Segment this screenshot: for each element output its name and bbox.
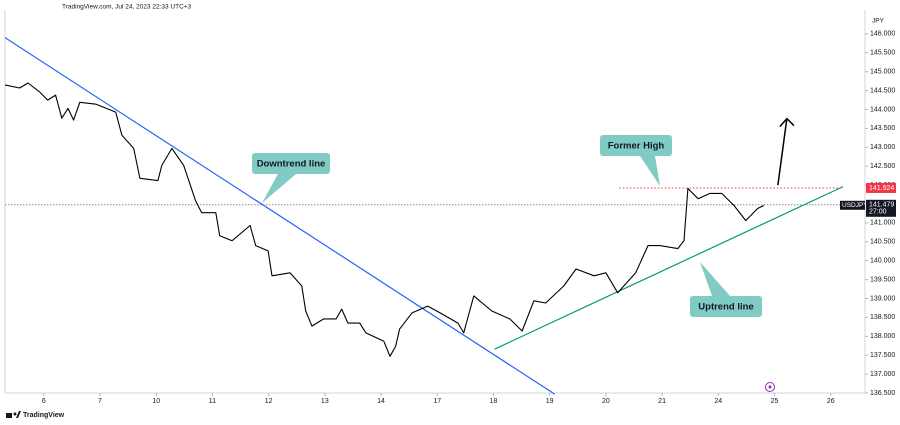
- x-tick-label: 11: [209, 398, 216, 405]
- y-tick-label: 143.000: [870, 144, 895, 151]
- y-tick-label: 136.500: [870, 390, 895, 397]
- header: TradingView.com, Jul 24, 2023 22:33 UTC+…: [62, 4, 192, 11]
- former-high-label: 141.924: [869, 185, 894, 192]
- currency: JPY: [872, 18, 885, 25]
- callout-pointer: [262, 174, 296, 203]
- callout-box: [252, 153, 330, 174]
- symbol-label: USDJPY: [842, 202, 868, 209]
- x-tick-label: 20: [602, 398, 610, 405]
- x-tick-label: 13: [321, 398, 329, 405]
- callout: Former High: [600, 135, 672, 186]
- callout-text: Downtrend line: [257, 159, 326, 170]
- x-tick-label: 21: [658, 398, 666, 405]
- y-tick-label: 140.000: [870, 258, 895, 265]
- brand: TradingView: [23, 412, 65, 419]
- trend-line: [494, 186, 844, 350]
- event-icon: [765, 382, 775, 392]
- y-tick-label: 143.500: [870, 125, 895, 132]
- x-tick-label: 10: [152, 398, 160, 405]
- arrow-shaft: [777, 118, 788, 186]
- arrow-head: [779, 117, 795, 128]
- callout-pointer: [700, 262, 730, 296]
- y-tick-label: 145.500: [870, 50, 895, 57]
- callout-box: [690, 296, 762, 317]
- y-tick-label: 140.500: [870, 239, 895, 246]
- x-tick-label: 24: [714, 398, 722, 405]
- x-tick-label: 18: [490, 398, 498, 405]
- y-tick-label: 142.500: [870, 163, 895, 170]
- x-tick-label: 17: [433, 398, 441, 405]
- callout-text: Former High: [608, 141, 665, 152]
- symbol-label-box: [840, 200, 865, 210]
- y-tick-label: 144.000: [870, 106, 895, 113]
- x-tick-label: 14: [377, 398, 385, 405]
- callout: Downtrend line: [252, 153, 330, 203]
- y-tick-label: 137.000: [870, 371, 895, 378]
- callout-text: Uptrend line: [698, 302, 753, 313]
- y-tick-label: 146.000: [870, 31, 895, 38]
- callout: Uptrend line: [690, 262, 762, 317]
- last-price-label-box: [866, 199, 896, 217]
- x-tick-label: 12: [265, 398, 273, 405]
- x-tick-label: 26: [827, 398, 835, 405]
- former-high-label-box: [866, 182, 896, 193]
- brand-logo: TradingView: [6, 411, 65, 419]
- x-tick-label: 25: [771, 398, 779, 405]
- callout-box: [600, 135, 672, 156]
- y-tick-label: 138.500: [870, 314, 895, 321]
- price-line: [4, 82, 765, 357]
- y-tick-label: 137.500: [870, 352, 895, 359]
- trend-line: [4, 37, 556, 395]
- callout-pointer: [640, 156, 660, 186]
- last-price-label: 141.479: [869, 202, 894, 209]
- x-tick-label: 6: [42, 398, 46, 405]
- countdown-label: 27:00: [869, 209, 887, 216]
- y-tick-label: 139.500: [870, 276, 895, 283]
- y-tick-label: 145.000: [870, 69, 895, 76]
- y-tick-label: 144.500: [870, 87, 895, 94]
- y-tick-label: 139.000: [870, 295, 895, 302]
- x-tick-label: 7: [98, 398, 102, 405]
- x-tick-label: 19: [546, 398, 554, 405]
- y-tick-label: 138.000: [870, 333, 895, 340]
- y-tick-label: 141.000: [870, 220, 895, 227]
